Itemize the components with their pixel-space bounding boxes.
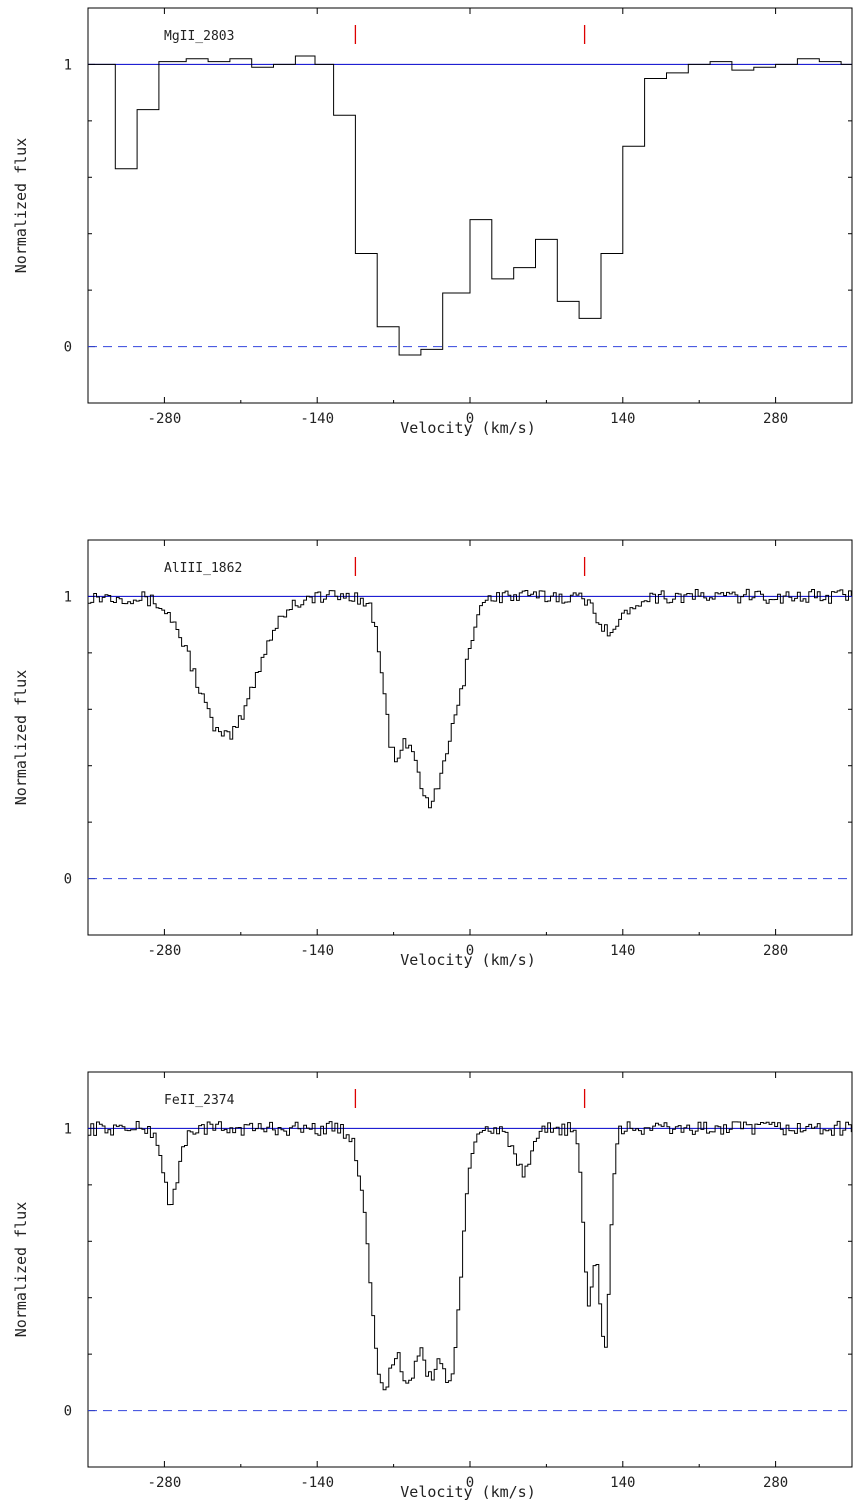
x-tick-label: 280 [763, 411, 788, 427]
y-tick-label: 0 [64, 872, 72, 888]
y-tick-label: 1 [64, 57, 72, 73]
x-tick-label: -280 [148, 1475, 182, 1491]
y-tick-label: 1 [64, 589, 72, 605]
x-tick-label: -140 [300, 1475, 334, 1491]
y-axis-label: Normalized flux [12, 138, 30, 273]
x-axis-label: Velocity (km/s) [400, 1483, 535, 1501]
x-tick-label: 140 [610, 943, 635, 959]
x-tick-label: 280 [763, 943, 788, 959]
spectrum-line [88, 1121, 851, 1389]
spectrum-line [88, 56, 852, 355]
x-axis-label: Velocity (km/s) [400, 419, 535, 437]
ion-label: MgII_2803 [164, 29, 234, 44]
x-tick-label: -140 [300, 943, 334, 959]
ion-label: FeII_2374 [164, 1093, 235, 1108]
x-tick-label: 140 [610, 411, 635, 427]
y-tick-label: 1 [64, 1121, 72, 1137]
y-tick-label: 0 [64, 340, 72, 356]
x-axis-label: Velocity (km/s) [400, 951, 535, 969]
x-tick-label: -140 [300, 411, 334, 427]
ion-label: AlIII_1862 [164, 561, 242, 576]
y-axis-label: Normalized flux [12, 1202, 30, 1337]
plot-frame [88, 1072, 852, 1467]
y-axis-label: Normalized flux [12, 670, 30, 805]
x-tick-label: 140 [610, 1475, 635, 1491]
y-tick-label: 0 [64, 1404, 72, 1420]
x-tick-label: -280 [148, 411, 182, 427]
x-tick-label: -280 [148, 943, 182, 959]
spectrum-line [88, 589, 851, 807]
x-tick-label: 280 [763, 1475, 788, 1491]
plot-frame [88, 8, 852, 403]
